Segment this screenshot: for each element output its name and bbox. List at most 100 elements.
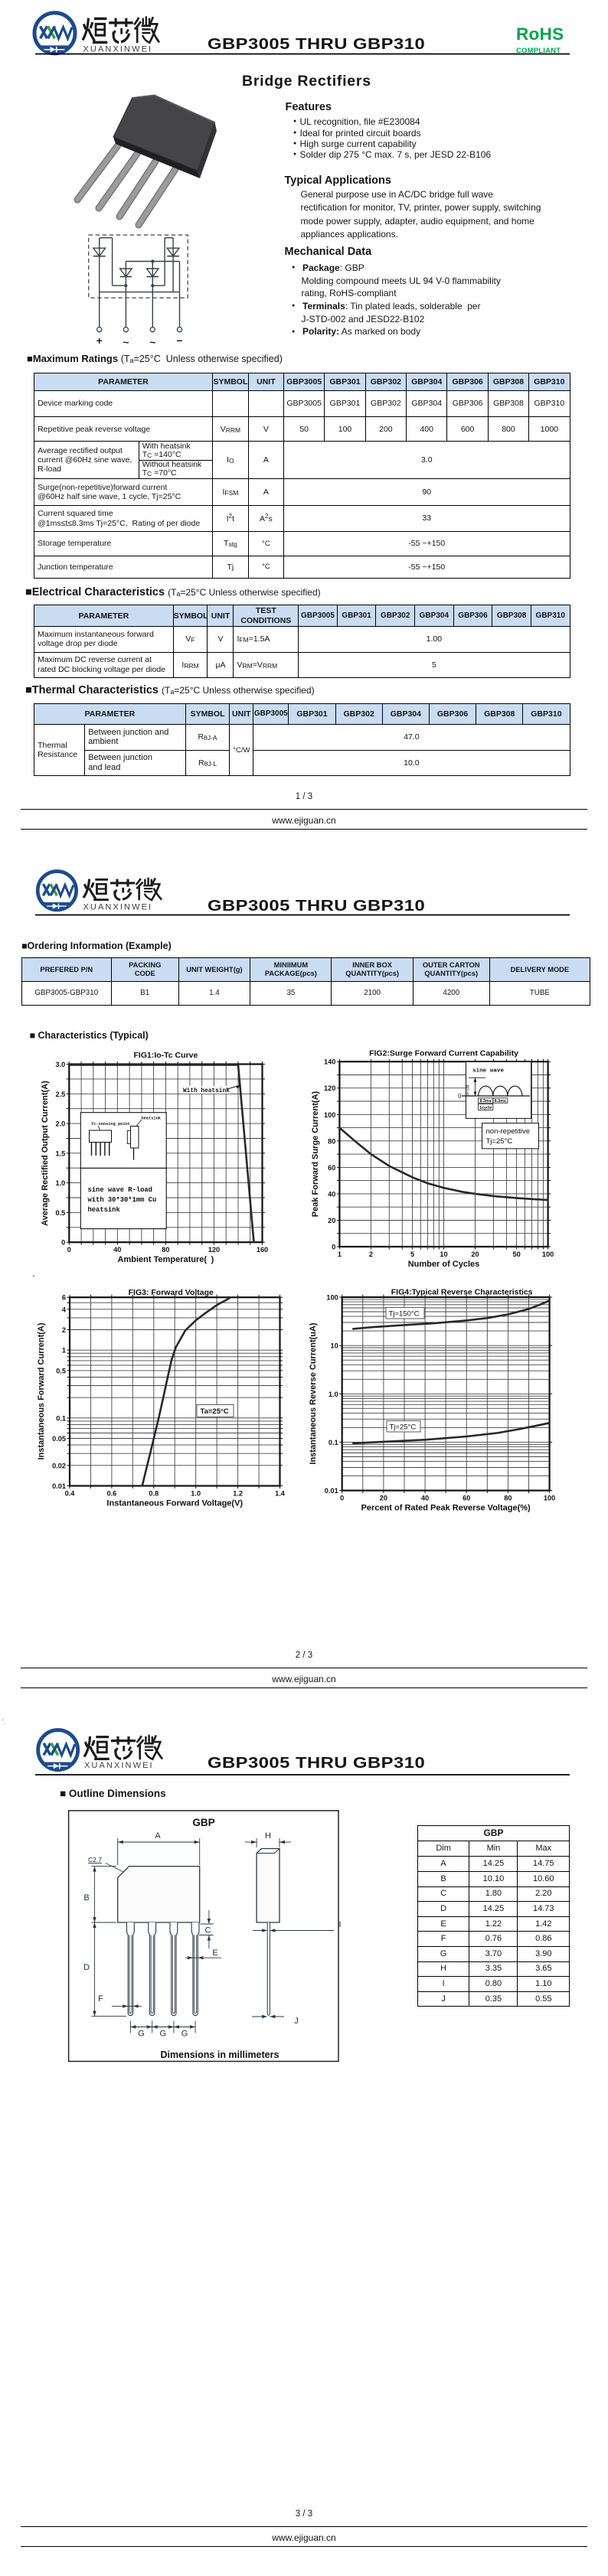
svg-text:1.0: 1.0 [56,1179,66,1187]
svg-text:FIG4:Typical Reverse Character: FIG4:Typical Reverse Characteristics [391,1288,533,1297]
svg-text:J: J [294,2017,299,2026]
svg-text:0.5: 0.5 [56,1209,66,1217]
svg-text:~: ~ [149,336,155,348]
svg-text:0.05: 0.05 [52,1435,66,1443]
svg-text:0.6: 0.6 [107,1490,117,1498]
svg-text:Dimensions in millimeters: Dimensions in millimeters [161,2049,279,2060]
svg-text:1: 1 [62,1347,66,1355]
svg-text:G: G [160,2030,167,2039]
svg-text:10: 10 [440,1251,447,1258]
svg-text:with 30*30*1mm Cu: with 30*30*1mm Cu [88,1196,157,1204]
svg-text:FIG2:Surge Forward Current Cap: FIG2:Surge Forward Current Capability [369,1049,518,1058]
svg-text:sine wave: sine wave [472,1068,504,1074]
svg-text:1cycle: 1cycle [479,1106,492,1110]
svg-text:Percent of Rated Peak Reverse: Percent of Rated Peak Reverse Voltage(%) [361,1504,531,1513]
svg-text:FIG3: Forward Voltage: FIG3: Forward Voltage [129,1288,214,1297]
svg-text:40: 40 [328,1190,335,1198]
svg-text:With heatsink: With heatsink [183,1088,230,1094]
svg-text:20: 20 [328,1217,335,1224]
svg-text:E: E [212,1948,217,1958]
svg-text:50: 50 [512,1251,520,1258]
svg-text:XUANXINWEI: XUANXINWEI [83,45,153,54]
svg-text:40: 40 [421,1495,429,1502]
svg-text:40: 40 [113,1246,121,1254]
svg-text:Tj=25°C: Tj=25°C [486,1137,513,1146]
svg-text:60: 60 [328,1164,335,1172]
svg-text:2.0: 2.0 [56,1120,66,1128]
svg-text:I: I [338,1920,341,1929]
svg-text:Tj=25°C: Tj=25°C [390,1423,417,1432]
svg-text:2: 2 [369,1251,373,1258]
svg-text:6: 6 [62,1294,66,1302]
svg-text:0: 0 [67,1246,71,1254]
svg-text:100: 100 [324,1111,335,1119]
svg-text:Peak Forward Surge Current(A): Peak Forward Surge Current(A) [311,1091,320,1217]
svg-text:0: 0 [61,1239,65,1247]
svg-text:Instantaneous Forward Current(: Instantaneous Forward Current(A) [37,1322,46,1459]
svg-text:0.01: 0.01 [325,1487,338,1495]
svg-text:G: G [138,2030,145,2039]
svg-text:1.5: 1.5 [56,1149,66,1157]
svg-text:0: 0 [332,1244,335,1251]
svg-text:120: 120 [324,1084,335,1092]
svg-text:0: 0 [340,1495,344,1502]
svg-text:non-repetitive: non-repetitive [486,1127,531,1136]
svg-text:sine wave R-load: sine wave R-load [88,1186,152,1194]
svg-text:H: H [265,1831,271,1841]
svg-text:D: D [83,1963,90,1972]
svg-text:GBP: GBP [192,1817,214,1828]
svg-text:XUANXINWEI: XUANXINWEI [83,903,153,912]
svg-text:3.0: 3.0 [56,1061,66,1068]
svg-text:1.4: 1.4 [275,1490,286,1498]
svg-text:0: 0 [458,1092,462,1100]
svg-text:Tj=150°C: Tj=150°C [389,1310,420,1319]
svg-text:0.1: 0.1 [329,1439,338,1446]
svg-text:60: 60 [463,1495,470,1502]
svg-text:0.1: 0.1 [56,1414,66,1422]
svg-text:C: C [205,1926,211,1935]
svg-text:20: 20 [380,1495,387,1502]
svg-text:120: 120 [208,1246,220,1254]
svg-text:8.3ms: 8.3ms [495,1099,506,1104]
svg-text:Ambient Temperature( ): Ambient Temperature( ) [118,1255,214,1264]
svg-text:Ta=25°C: Ta=25°C [201,1407,229,1416]
svg-text:10: 10 [330,1342,338,1350]
svg-text:0.4: 0.4 [65,1490,76,1498]
svg-text:1.2: 1.2 [233,1490,243,1498]
svg-text:80: 80 [504,1495,512,1502]
svg-text:Instantaneous Reverse Current(: Instantaneous Reverse Current(uA) [309,1322,318,1465]
svg-text:0.8: 0.8 [149,1490,159,1498]
svg-text:1.0: 1.0 [191,1490,201,1498]
svg-text:1.0: 1.0 [329,1391,338,1398]
svg-text:2: 2 [62,1326,66,1334]
svg-text:0.02: 0.02 [52,1462,66,1469]
svg-text:IFSM: IFSM [466,1084,471,1095]
svg-text:5: 5 [410,1251,414,1258]
svg-text:−: − [176,334,182,347]
svg-text:XUANXINWEI: XUANXINWEI [84,1761,154,1770]
svg-text:100: 100 [544,1495,555,1502]
svg-text:2.5: 2.5 [56,1091,66,1098]
svg-text:Average Rectified Output Curre: Average Rectified Output Current(A) [41,1081,50,1226]
svg-text:+: + [96,334,103,347]
svg-text:100: 100 [542,1251,554,1258]
svg-text:Tc-sensing point: Tc-sensing point [91,1122,130,1127]
svg-text:G: G [181,2030,188,2039]
svg-text:A: A [155,1831,161,1841]
svg-text:20: 20 [471,1251,479,1258]
svg-text:~: ~ [123,336,129,348]
svg-text:FIG1:Io-Tc Curve: FIG1:Io-Tc Curve [133,1051,198,1060]
svg-text:100: 100 [326,1294,338,1302]
svg-text:heatsink: heatsink [142,1117,162,1121]
svg-text:1: 1 [338,1251,342,1258]
svg-text:Instantaneous Forward Voltage(: Instantaneous Forward Voltage(V) [106,1499,243,1508]
svg-text:160: 160 [257,1246,268,1254]
svg-text:Number of Cycles: Number of Cycles [408,1260,480,1269]
svg-text:140: 140 [324,1058,335,1066]
svg-text:heatsink: heatsink [88,1206,121,1214]
svg-text:0.01: 0.01 [52,1482,66,1490]
svg-text:0.5: 0.5 [56,1367,66,1374]
svg-text:80: 80 [328,1137,335,1145]
svg-text:4: 4 [62,1306,67,1313]
svg-text:B: B [83,1893,89,1903]
